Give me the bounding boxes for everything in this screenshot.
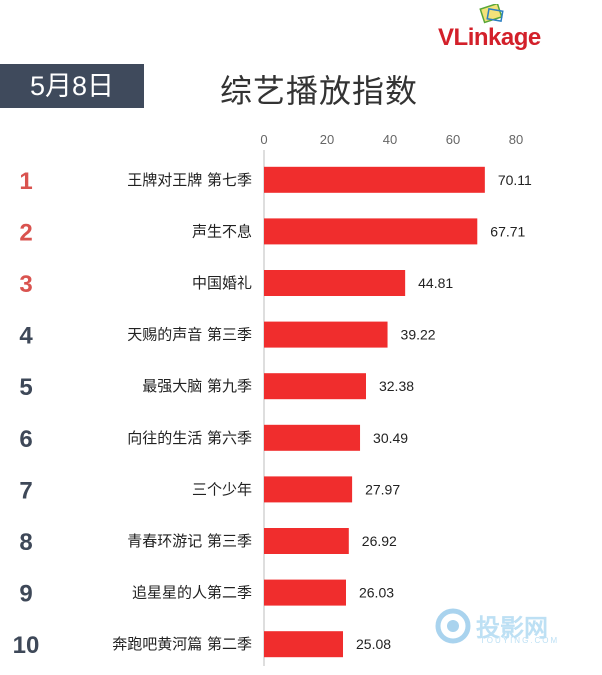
category-label: 追星星的人第二季	[132, 584, 252, 602]
rank-label: 4	[19, 323, 33, 350]
data-label: 44.81	[418, 275, 453, 291]
logo-rest: inkage	[467, 24, 542, 51]
data-label: 32.38	[379, 378, 414, 394]
data-label: 70.11	[498, 172, 532, 188]
category-label: 青春环游记 第三季	[127, 532, 252, 550]
bar	[264, 321, 388, 348]
bar	[264, 424, 361, 451]
data-label: 26.92	[362, 533, 397, 549]
category-label: 最强大脑 第九季	[142, 377, 252, 395]
rank-label: 1	[19, 168, 32, 195]
rank-label: 8	[19, 529, 32, 556]
category-label: 声生不息	[192, 222, 252, 240]
bar	[264, 166, 485, 193]
category-label: 奔跑吧黄河篇 第二季	[112, 635, 252, 653]
category-label: 天赐的声音 第三季	[127, 326, 252, 344]
date-badge: 5月8日	[0, 64, 144, 108]
watermark-text: 投影网	[476, 614, 548, 642]
chart-title: 综艺播放指数	[220, 72, 419, 110]
rank-label: 10	[13, 632, 40, 659]
rank-label: 3	[19, 271, 32, 298]
bar	[264, 631, 344, 658]
category-label: 中国婚礼	[192, 274, 252, 292]
x-tick-label: 0	[260, 132, 267, 147]
x-tick-label: 40	[383, 132, 397, 147]
logo-mark-icon	[479, 4, 504, 24]
rank-label: 2	[19, 219, 32, 246]
bar	[264, 476, 353, 503]
category-label: 向往的生活 第六季	[127, 429, 252, 447]
bar	[264, 528, 349, 554]
bar	[264, 218, 478, 245]
bar	[264, 373, 366, 400]
logo-l: L	[453, 24, 469, 51]
data-label: 39.22	[401, 327, 436, 343]
rank-label: 7	[19, 477, 32, 504]
x-tick-label: 80	[509, 132, 523, 147]
category-label: 三个少年	[192, 480, 252, 498]
data-label: 26.03	[359, 585, 394, 601]
watermark: 投影网 TOUYING.COM	[434, 606, 584, 646]
vlinkage-logo: VLinkage	[438, 4, 588, 52]
watermark-subtext: TOUYING.COM	[480, 636, 560, 645]
bar	[264, 579, 346, 606]
data-label: 27.97	[365, 481, 400, 497]
logo-v: V	[438, 24, 454, 51]
x-tick-label: 60	[446, 132, 460, 147]
rank-label: 9	[19, 581, 32, 608]
rank-label: 6	[19, 426, 32, 453]
logo-wordmark: VLinkage	[438, 24, 541, 52]
data-label: 25.08	[356, 636, 391, 652]
category-label: 王牌对王牌 第七季	[127, 171, 252, 189]
rank-label: 5	[19, 374, 32, 401]
data-label: 67.71	[490, 223, 525, 239]
x-tick-label: 20	[320, 132, 334, 147]
watermark-circle-icon	[435, 608, 471, 644]
bar	[264, 270, 406, 296]
data-label: 30.49	[373, 430, 408, 446]
